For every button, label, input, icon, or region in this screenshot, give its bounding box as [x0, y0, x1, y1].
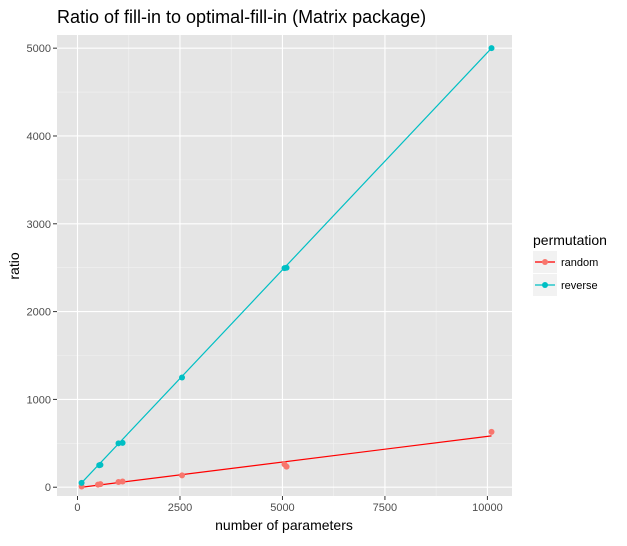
data-point-reverse [97, 461, 104, 468]
y-tick-label: 4000 [27, 131, 51, 143]
data-point-reverse [179, 374, 186, 381]
data-point-random [119, 478, 126, 485]
legend-title: permutation [533, 232, 607, 248]
data-point-reverse [283, 264, 290, 271]
x-tick-label: 7500 [373, 502, 397, 514]
data-point-reverse [488, 45, 495, 52]
legend-label-reverse: reverse [561, 280, 598, 292]
data-point-reverse [119, 439, 126, 446]
legend-label-random: random [561, 257, 598, 269]
major-gridlines [57, 35, 512, 496]
legend-point-reverse [542, 282, 548, 288]
chart-title: Ratio of fill-in to optimal-fill-in (Mat… [57, 7, 426, 27]
x-axis-ticks: 0 2500 5000 7500 10000 [74, 496, 503, 514]
data-point-random [97, 481, 104, 488]
fit-line-random [81, 435, 492, 488]
x-axis-title: number of parameters [215, 517, 353, 533]
x-tick-label: 10000 [472, 502, 503, 514]
y-tick-label: 5000 [27, 43, 51, 55]
y-axis-ticks: 0 1000 2000 3000 4000 5000 [27, 43, 57, 494]
data-point-random [179, 472, 186, 479]
legend-point-random [542, 259, 548, 265]
y-tick-label: 1000 [27, 394, 51, 406]
x-tick-label: 2500 [168, 502, 192, 514]
y-tick-label: 3000 [27, 219, 51, 231]
y-axis-title: ratio [6, 252, 22, 279]
data-point-random [283, 463, 290, 470]
y-tick-label: 2000 [27, 307, 51, 319]
data-point-random [488, 428, 495, 435]
data-points [78, 45, 495, 490]
y-tick-label: 0 [45, 482, 51, 494]
minor-gridlines [57, 35, 512, 496]
x-tick-label: 5000 [270, 502, 294, 514]
data-point-reverse [78, 479, 85, 486]
x-tick-label: 0 [74, 502, 80, 514]
legend: permutation random reverse [533, 232, 607, 296]
